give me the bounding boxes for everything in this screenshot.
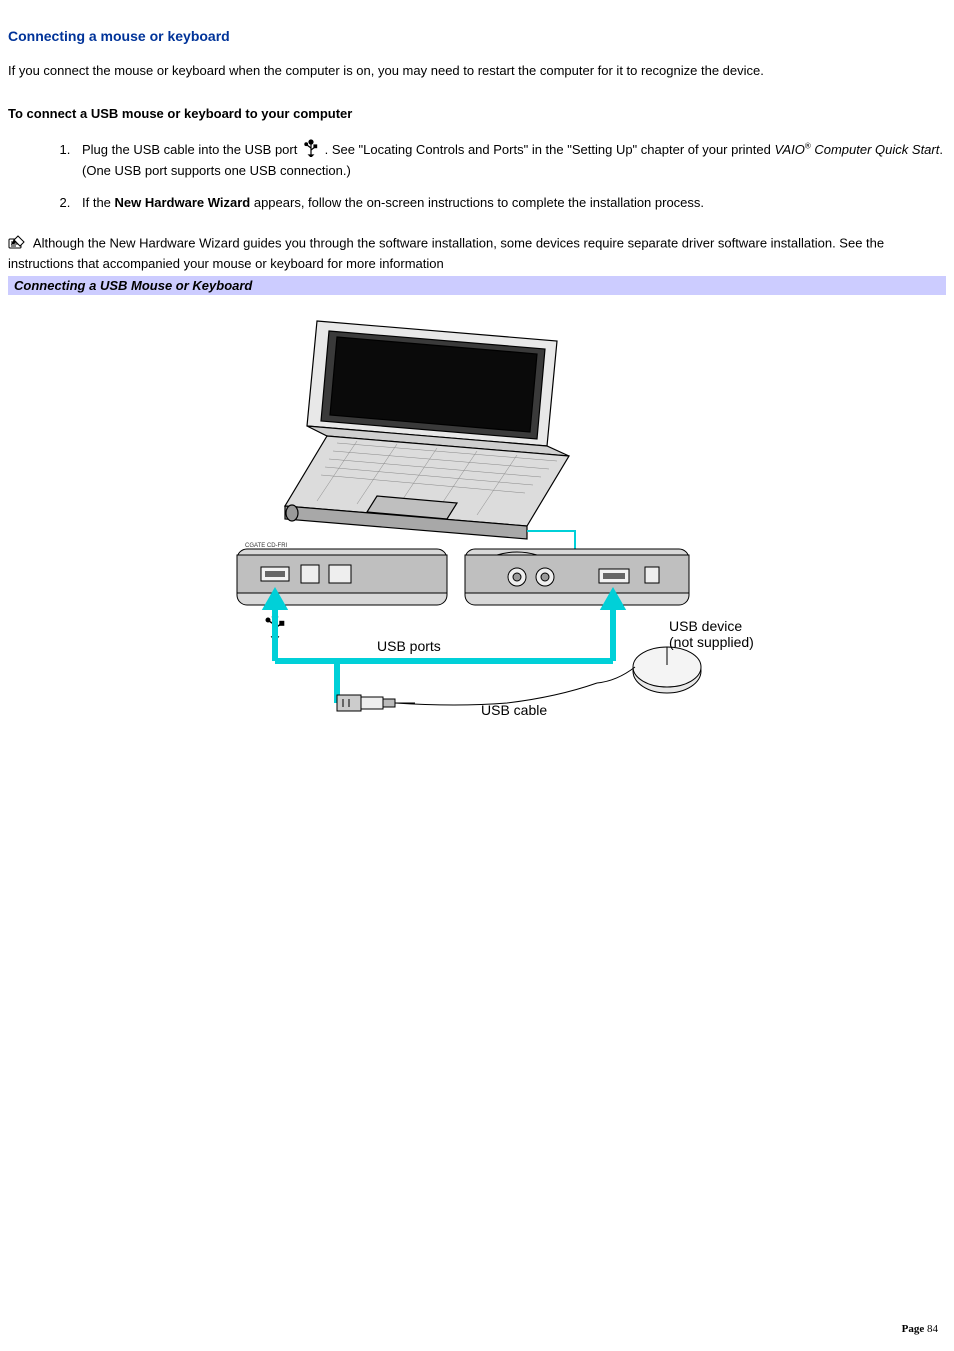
- note-paragraph: Although the New Hardware Wizard guides …: [8, 234, 946, 272]
- step1-vaio: VAIO: [774, 142, 804, 157]
- step2-post: appears, follow the on-screen instructio…: [250, 195, 704, 210]
- intro-paragraph: If you connect the mouse or keyboard whe…: [8, 62, 946, 80]
- usb-icon: [303, 139, 319, 162]
- usb-connection-diagram: CGATE CD-FRI: [197, 301, 757, 731]
- step1-post: . See "Locating Controls and Ports" in t…: [325, 142, 775, 157]
- note-text: Although the New Hardware Wizard guides …: [8, 236, 884, 271]
- step1-cqs: Computer Quick Start: [811, 142, 940, 157]
- section-heading: Connecting a mouse or keyboard: [8, 28, 946, 44]
- label-usb-ports: USB ports: [377, 638, 441, 654]
- figure-container: CGATE CD-FRI: [8, 301, 946, 731]
- figure-caption: Connecting a USB Mouse or Keyboard: [8, 276, 946, 295]
- step2-pre: If the: [82, 195, 115, 210]
- page-num-value: 84: [927, 1323, 938, 1335]
- sub-heading: To connect a USB mouse or keyboard to yo…: [8, 106, 946, 121]
- steps-list: Plug the USB cable into the USB port . S…: [8, 139, 946, 213]
- label-usb-device: USB device: [669, 618, 742, 634]
- step2-bold: New Hardware Wizard: [115, 195, 251, 210]
- page-label: Page: [902, 1323, 927, 1335]
- svg-text:CGATE CD-FRI: CGATE CD-FRI: [245, 543, 288, 549]
- label-not-supplied: (not supplied): [669, 634, 754, 650]
- pencil-note-icon: [8, 234, 26, 255]
- step1-pre: Plug the USB cable into the USB port: [82, 142, 301, 157]
- label-usb-cable: USB cable: [481, 702, 547, 718]
- page-number: Page 84: [902, 1323, 938, 1335]
- step-2: If the New Hardware Wizard appears, foll…: [74, 194, 946, 212]
- step-1: Plug the USB cable into the USB port . S…: [74, 139, 946, 180]
